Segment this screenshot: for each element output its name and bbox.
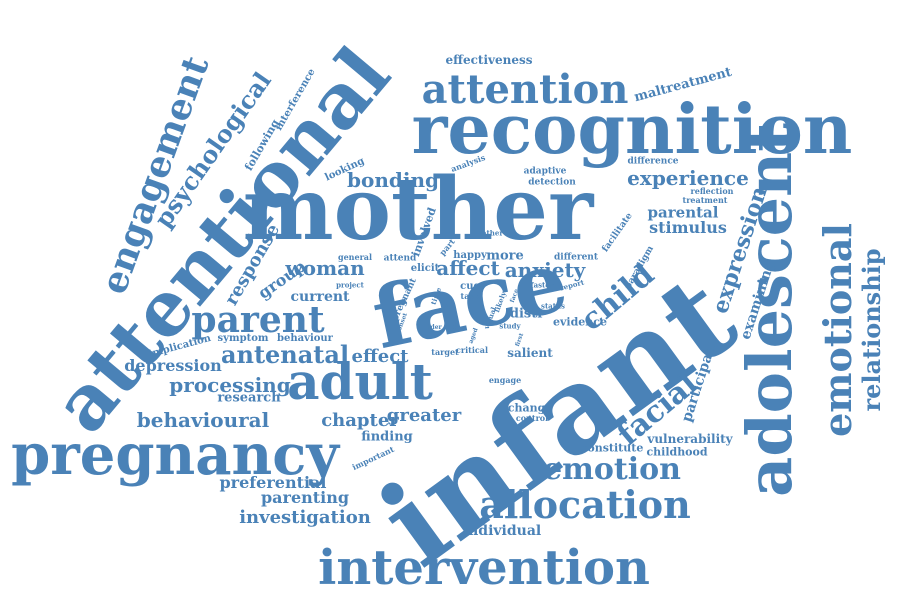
word-childhood: childhood [646, 445, 708, 459]
word-effect: effect [351, 346, 409, 367]
word-parent: parent [191, 299, 325, 341]
word-facilitate: facilitate [600, 211, 635, 255]
word-individual: individual [462, 523, 542, 539]
word-more: more [486, 248, 524, 264]
word-older: older [424, 324, 442, 331]
word-affect: affect [436, 256, 500, 280]
word-research: research [217, 390, 281, 406]
word-processing: processing [169, 373, 291, 397]
word-emotion: emotion [543, 452, 681, 487]
word-anxiety: anxiety [504, 258, 586, 282]
word-distr: distr [509, 306, 545, 322]
word-faster: faster [530, 280, 554, 290]
word-behaviour: behaviour [277, 333, 333, 344]
word-depression: depression [124, 356, 222, 375]
word-adaptive: adaptive [523, 166, 567, 177]
word-reflection: reflection [690, 186, 734, 196]
word-parenting: parenting [260, 488, 350, 507]
word-behavioural: behavioural [136, 408, 270, 432]
word-project: project [336, 280, 364, 290]
word-target: target [431, 347, 459, 357]
word-control: control [515, 413, 549, 423]
word-critical: critical [456, 345, 488, 355]
word-study: study [499, 321, 521, 331]
word-antenatal: antenatal [220, 340, 350, 369]
word-salient: salient [507, 346, 553, 360]
word-different: different [554, 252, 598, 263]
word-attend: attend [383, 253, 417, 264]
word-greater: greater [386, 405, 462, 426]
word-status: status [541, 301, 565, 311]
word-investigation: investigation [239, 507, 371, 528]
word-attention: attention [421, 66, 629, 113]
word-change: change [507, 401, 553, 415]
word-treatment: treatment [682, 195, 728, 205]
word-mother: mother [242, 159, 594, 260]
word-parental: parental [647, 203, 719, 222]
word-experience: experience [627, 166, 749, 190]
word-symptom: symptom [217, 333, 269, 344]
word-recognition: recognition [411, 90, 853, 170]
word-bonding: bonding [347, 168, 439, 192]
word-task: task [460, 291, 480, 301]
word-general: general [337, 252, 373, 262]
word-elicit: elicit [410, 263, 440, 274]
word-preferential: preferential [219, 473, 327, 492]
word-adult: adult [287, 352, 433, 411]
word-stimulus: stimulus [649, 218, 727, 237]
word-evidence: evidence [553, 315, 607, 329]
word-relationship: relationship [857, 248, 886, 412]
word-chapter: chapter [321, 410, 399, 431]
word-finding: finding [361, 429, 413, 445]
word-difference: difference [627, 156, 679, 167]
word-happy: happy [453, 250, 487, 261]
word-constitute: constitute [580, 441, 644, 455]
word-intervention: intervention [318, 540, 650, 589]
word-emotional: emotional [815, 223, 860, 437]
word-detection: detection [528, 177, 576, 188]
word-effectiveness: effectiveness [445, 53, 533, 67]
word-vulnerability: vulnerability [647, 432, 733, 446]
word-cue: cue [460, 281, 480, 292]
word-engage: engage [488, 375, 522, 385]
word-woman: woman [285, 256, 365, 280]
word-current: current [290, 289, 350, 305]
word-allocation: allocation [479, 482, 691, 527]
word-father: father [478, 228, 504, 238]
word-pregnancy: pregnancy [11, 422, 339, 488]
